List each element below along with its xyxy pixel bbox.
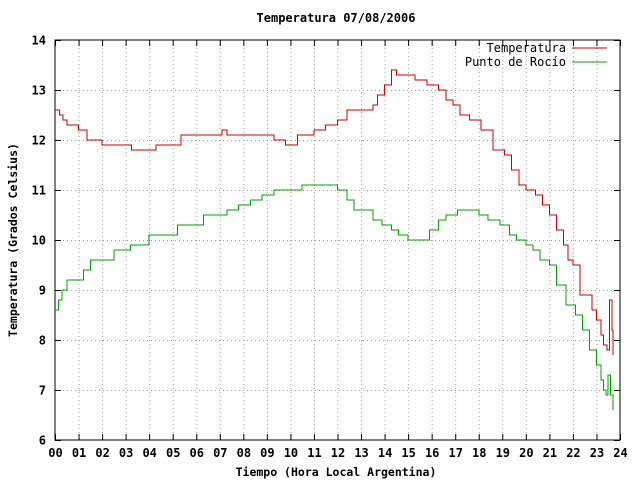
x-tick-label: 15 <box>401 446 415 460</box>
x-tick-label: 06 <box>190 446 204 460</box>
y-tick-label: 14 <box>32 34 46 48</box>
chart-title: Temperatura 07/08/2006 <box>257 11 416 25</box>
x-tick-label: 12 <box>331 446 345 460</box>
legend-label-punto-de-rocio: Punto de Rocío <box>465 55 566 69</box>
x-tick-label: 13 <box>354 446 368 460</box>
y-tick-label: 10 <box>32 234 46 248</box>
y-tick-label: 9 <box>39 284 46 298</box>
x-tick-label: 17 <box>448 446 462 460</box>
x-tick-label: 11 <box>307 446 321 460</box>
series-line-punto-de-rocio <box>55 184 614 410</box>
series-line-temperatura <box>55 69 614 355</box>
x-tick-label: 20 <box>519 446 533 460</box>
x-tick-label: 14 <box>378 446 392 460</box>
x-tick-labels: 00 01 02 03 04 05 06 07 08 09 10 11 12 13 14 15 16 17 18 19… <box>48 446 627 460</box>
x-tick-label: 07 <box>213 446 227 460</box>
x-tick-label: 00 <box>48 446 62 460</box>
x-tick-label: 16 <box>425 446 439 460</box>
x-tick-label: 24 <box>613 446 627 460</box>
y-tick-label: 6 <box>39 434 46 448</box>
x-tick-label: 18 <box>472 446 486 460</box>
x-tick-label: 04 <box>142 446 156 460</box>
y-tick-label: 11 <box>32 184 46 198</box>
x-tick-label: 05 <box>166 446 180 460</box>
x-tick-label: 01 <box>72 446 86 460</box>
series-layer <box>55 69 614 410</box>
x-tick-label: 08 <box>237 446 251 460</box>
axis-ticks <box>55 40 621 441</box>
x-tick-label: 19 <box>496 446 510 460</box>
y-tick-label: 12 <box>32 134 46 148</box>
x-tick-label: 21 <box>543 446 557 460</box>
x-tick-label: 03 <box>119 446 133 460</box>
x-tick-label: 23 <box>590 446 604 460</box>
x-tick-label: 09 <box>260 446 274 460</box>
x-tick-label: 02 <box>95 446 109 460</box>
y-tick-label: 13 <box>32 84 46 98</box>
x-tick-label: 10 <box>284 446 298 460</box>
y-tick-labels: 6 7 8 9 10 11 12 13 14 <box>32 34 46 448</box>
y-axis-label: Temperatura (Grados Celsius) <box>6 143 20 337</box>
x-axis-label: Tiempo (Hora Local Argentina) <box>236 465 437 479</box>
legend-label-temperatura: Temperatura <box>487 41 566 55</box>
y-tick-label: 8 <box>39 334 46 348</box>
legend: Temperatura Punto de Rocío <box>465 41 607 69</box>
x-tick-label: 22 <box>566 446 580 460</box>
y-tick-label: 7 <box>39 384 46 398</box>
